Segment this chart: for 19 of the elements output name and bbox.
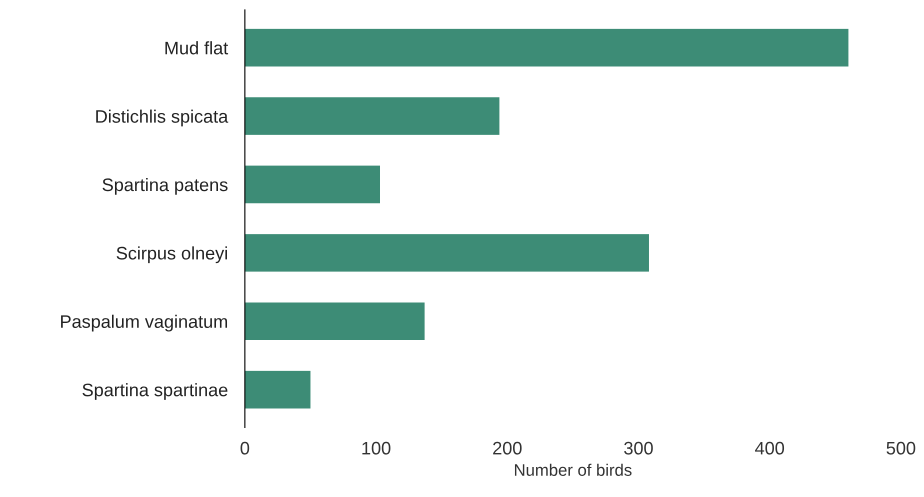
x-tick-label: 400 — [755, 442, 784, 455]
y-tick-label: Spartina patens — [102, 178, 228, 195]
bar — [244, 166, 380, 204]
x-tick-label: 200 — [493, 442, 522, 455]
x-tick-label: 100 — [362, 442, 390, 455]
x-axis-title: Number of birds — [514, 464, 632, 476]
bar — [244, 28, 848, 67]
y-tick-label: Scirpus olneyi — [116, 246, 227, 264]
y-tick-label: Spartina spartinae — [82, 383, 228, 400]
bar — [244, 302, 425, 340]
bar — [244, 370, 310, 408]
bar — [244, 234, 649, 272]
y-tick-label: Mud flat — [165, 41, 228, 54]
x-tick-label: 300 — [624, 442, 653, 455]
y-tick-label: Paspalum vaginatum — [61, 314, 228, 332]
bar — [244, 97, 500, 135]
x-tick-label: 0 — [240, 442, 250, 455]
y-tick-label: Distichlis spicata — [96, 110, 228, 126]
x-tick-label: 500 — [886, 442, 916, 455]
